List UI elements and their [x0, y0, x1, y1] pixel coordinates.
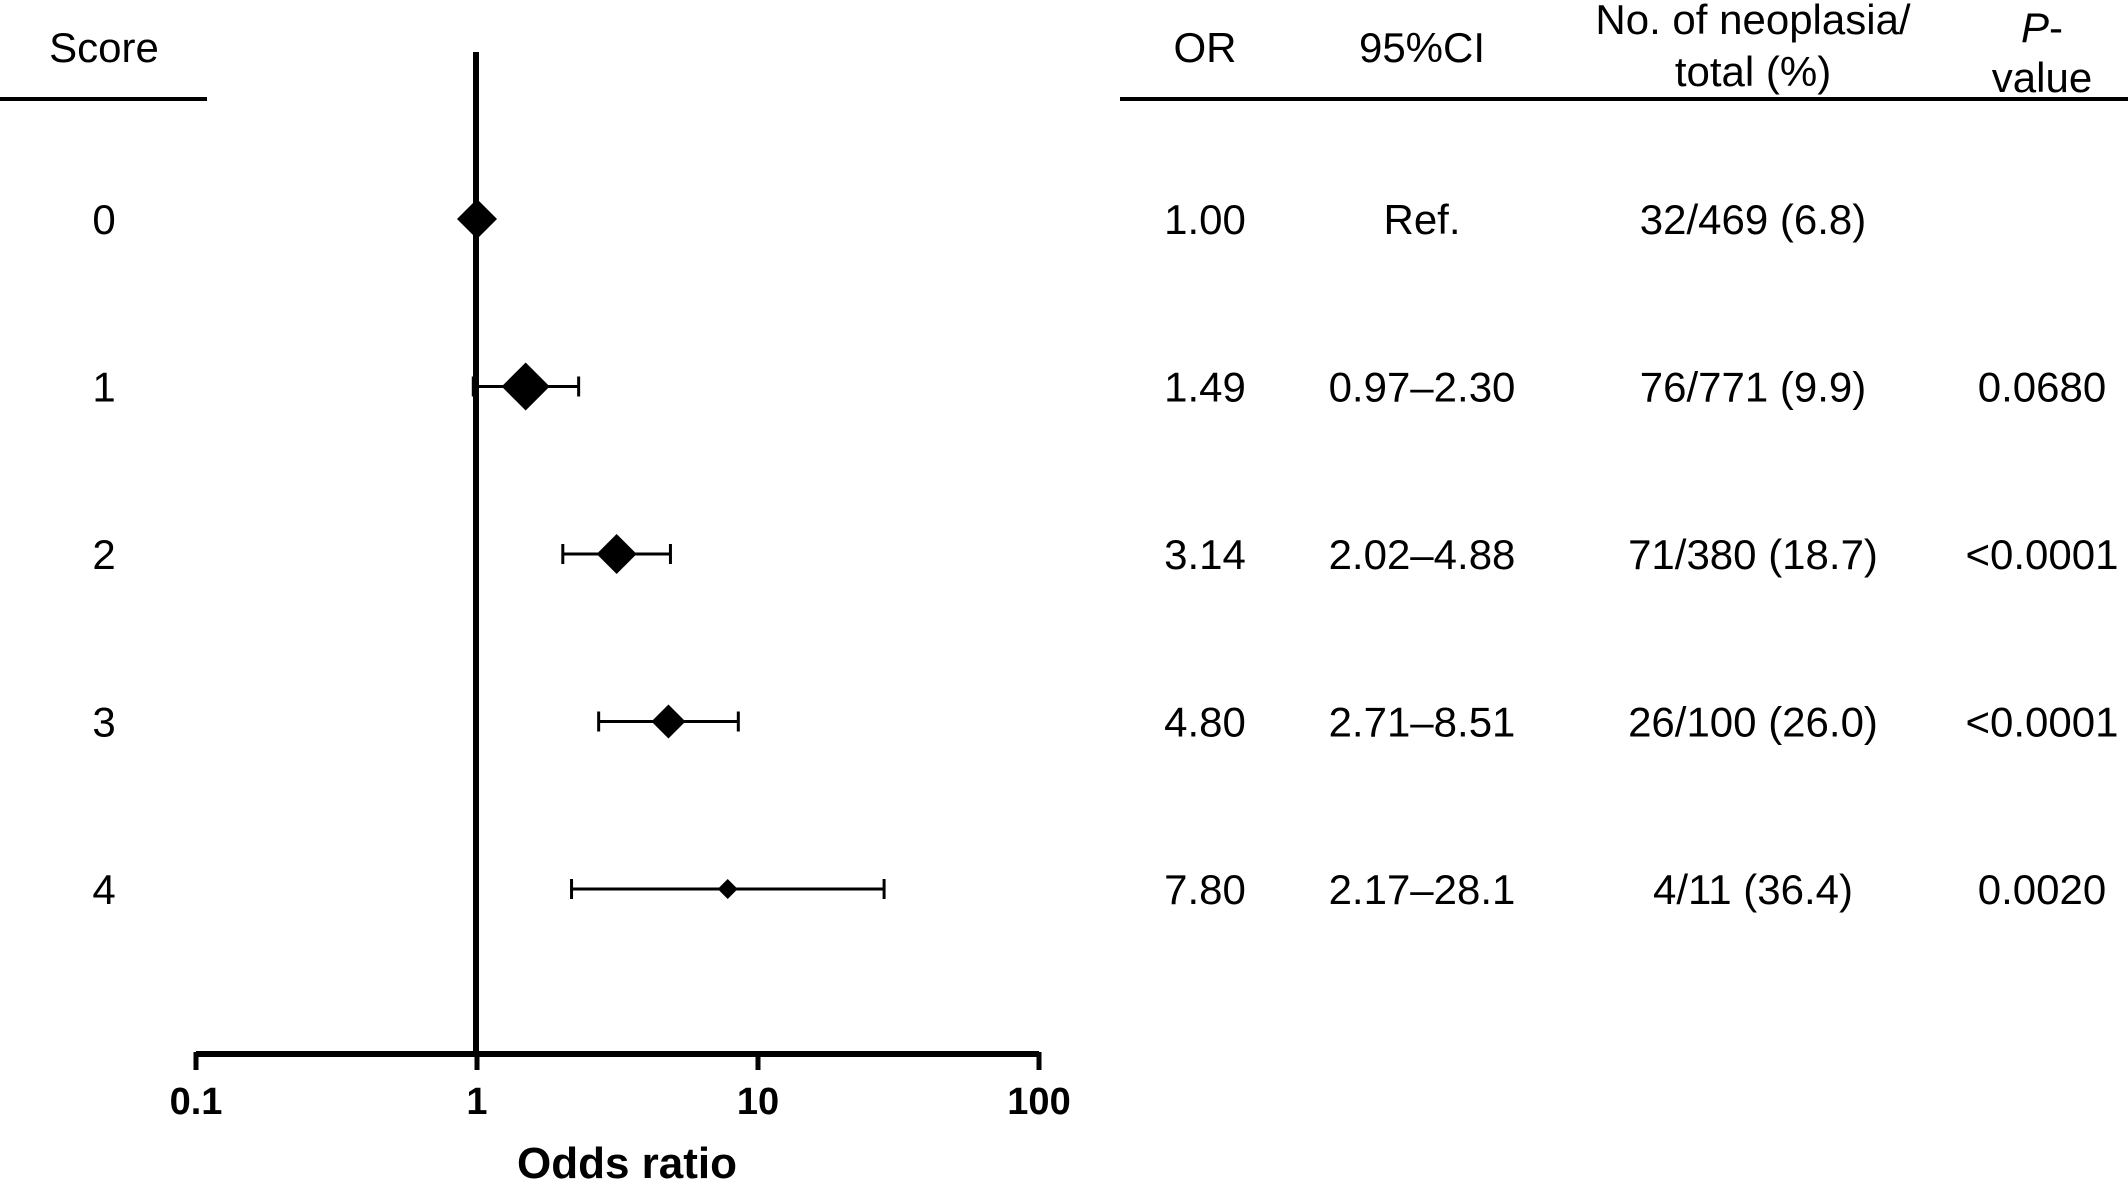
or-value-cell: 1.00 [1164, 196, 1246, 243]
results-table-cells: 0 1.00 Ref. 32/469 (6.8) 1 1.49 0.97–2.30 76/77… [92, 196, 2118, 913]
x-tick-label: 10 [737, 1081, 779, 1123]
count-column-header-line1: No. of neoplasia/ [1595, 0, 1911, 43]
p-header-italic-letter: P [2021, 4, 2049, 51]
or-column-header: OR [1174, 24, 1237, 71]
x-tick-label: 1 [466, 1081, 487, 1123]
count-column-header-line2: total (%) [1675, 48, 1831, 95]
ci-column-header: 95%CI [1359, 24, 1485, 71]
score-cell: 3 [92, 699, 115, 746]
ci-value-cell: 2.17–28.1 [1329, 866, 1516, 913]
confidence-interval-whiskers [471, 376, 886, 899]
x-tick-label: 0.1 [170, 1081, 223, 1123]
count-value-cell: 4/11 (36.4) [1653, 866, 1853, 913]
p-value-cell: <0.0001 [1966, 531, 2119, 578]
count-value-cell: 26/100 (26.0) [1628, 699, 1878, 746]
p-value-cell: 0.0680 [1978, 364, 2106, 411]
x-axis-tick-labels: 0.1 1 10 100 [170, 1081, 1071, 1123]
odds-ratio-markers [457, 199, 738, 899]
count-value-cell: 32/469 (6.8) [1640, 196, 1867, 243]
score-cell: 0 [92, 196, 115, 243]
odds-ratio-diamond [457, 199, 497, 239]
or-value-cell: 4.80 [1164, 699, 1246, 746]
ci-value-cell: Ref. [1383, 196, 1460, 243]
count-value-cell: 71/380 (18.7) [1628, 531, 1878, 578]
p-header-hyphen: - [2049, 4, 2063, 51]
or-value-cell: 1.49 [1164, 364, 1246, 411]
p-column-header-line1: P- [2021, 4, 2063, 51]
p-value-cell: 0.0020 [1978, 866, 2106, 913]
odds-ratio-diamond [596, 534, 637, 574]
or-value-cell: 3.14 [1164, 531, 1246, 578]
p-column-header-line2: value [1992, 54, 2092, 101]
odds-ratio-diamond [717, 879, 738, 899]
p-value-cell: <0.0001 [1966, 699, 2119, 746]
ci-value-cell: 2.71–8.51 [1329, 699, 1516, 746]
score-cell: 2 [92, 531, 115, 578]
score-cell: 4 [92, 866, 115, 913]
x-axis-title: Odds ratio [517, 1139, 737, 1188]
score-cell: 1 [92, 364, 115, 411]
ci-value-cell: 0.97–2.30 [1329, 364, 1516, 411]
score-column-header: Score [49, 24, 159, 71]
ci-value-cell: 2.02–4.88 [1329, 531, 1516, 578]
odds-ratio-diamond [651, 704, 686, 739]
count-value-cell: 76/771 (9.9) [1640, 364, 1867, 411]
or-value-cell: 7.80 [1164, 866, 1246, 913]
x-tick-label: 100 [1007, 1081, 1070, 1123]
x-axis-ticks [193, 1052, 1042, 1070]
odds-ratio-diamond [501, 362, 550, 411]
